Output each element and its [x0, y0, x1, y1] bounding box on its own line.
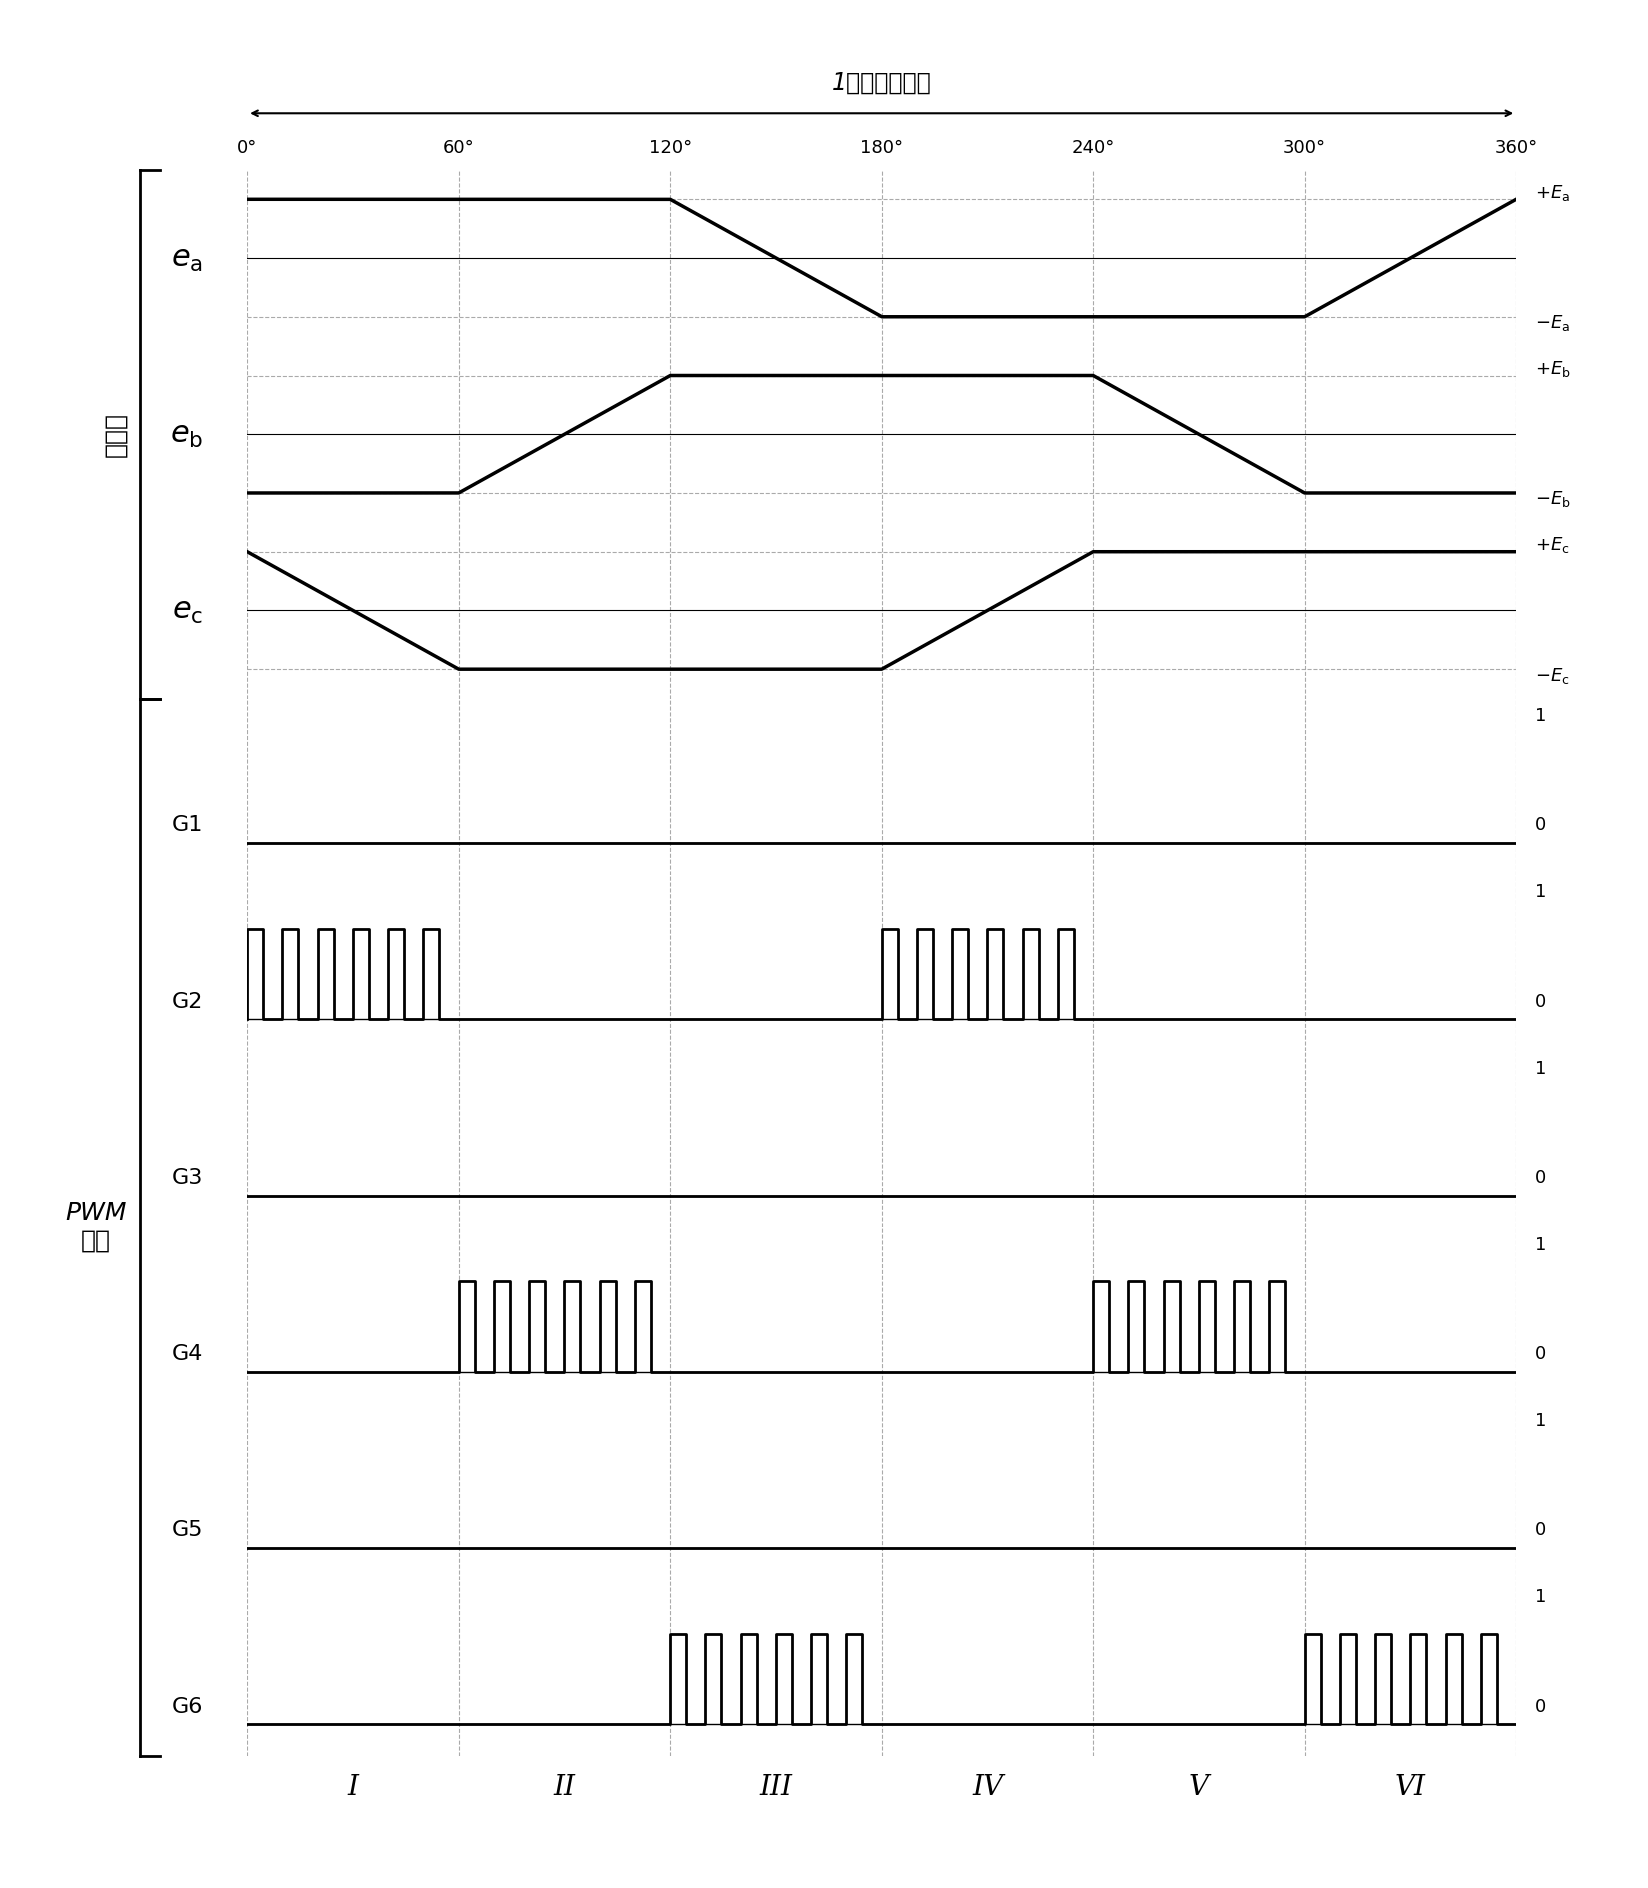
Text: $+E_\mathrm{c}$: $+E_\mathrm{c}$ [1536, 536, 1571, 555]
Text: 1: 1 [1536, 1237, 1546, 1254]
Text: $-E_\mathrm{a}$: $-E_\mathrm{a}$ [1536, 313, 1571, 332]
Text: G2: G2 [171, 991, 203, 1012]
Text: 0: 0 [1536, 1169, 1546, 1188]
Text: $-E_\mathrm{b}$: $-E_\mathrm{b}$ [1536, 489, 1571, 510]
Text: 1个电角度周期: 1个电角度周期 [832, 70, 931, 94]
Text: 120°: 120° [649, 140, 692, 157]
Text: G1: G1 [171, 816, 203, 834]
Text: V: V [1188, 1775, 1210, 1801]
Text: 0: 0 [1536, 1344, 1546, 1363]
Text: G6: G6 [171, 1697, 203, 1716]
Text: 0: 0 [1536, 1522, 1546, 1539]
Text: 1: 1 [1536, 884, 1546, 901]
Text: 反电势: 反电势 [102, 412, 127, 457]
Text: G5: G5 [171, 1520, 203, 1541]
Text: I: I [348, 1775, 359, 1801]
Text: VI: VI [1394, 1775, 1426, 1801]
Text: 360°: 360° [1495, 140, 1538, 157]
Text: 0: 0 [1536, 816, 1546, 834]
Text: 240°: 240° [1071, 140, 1114, 157]
Text: $e_\mathrm{a}$: $e_\mathrm{a}$ [171, 242, 203, 274]
Text: $e_\mathrm{c}$: $e_\mathrm{c}$ [171, 595, 203, 627]
Text: 1: 1 [1536, 1059, 1546, 1078]
Text: 180°: 180° [860, 140, 903, 157]
Text: 0°: 0° [237, 140, 257, 157]
Text: G3: G3 [171, 1169, 203, 1188]
Text: 1: 1 [1536, 1412, 1546, 1429]
Text: 60°: 60° [443, 140, 475, 157]
Text: 1: 1 [1536, 708, 1546, 725]
Text: G4: G4 [171, 1344, 203, 1363]
Text: II: II [554, 1775, 575, 1801]
Text: 0: 0 [1536, 993, 1546, 1010]
Text: III: III [760, 1775, 793, 1801]
Text: $+E_\mathrm{b}$: $+E_\mathrm{b}$ [1536, 359, 1571, 379]
Text: $e_\mathrm{b}$: $e_\mathrm{b}$ [170, 419, 203, 449]
Text: $+E_\mathrm{a}$: $+E_\mathrm{a}$ [1536, 183, 1571, 202]
Text: $-E_\mathrm{c}$: $-E_\mathrm{c}$ [1536, 666, 1571, 685]
Text: 0: 0 [1536, 1697, 1546, 1716]
Text: IV: IV [972, 1775, 1004, 1801]
Text: 300°: 300° [1284, 140, 1327, 157]
Text: PWM
信号: PWM 信号 [66, 1201, 127, 1254]
Text: 1: 1 [1536, 1588, 1546, 1607]
